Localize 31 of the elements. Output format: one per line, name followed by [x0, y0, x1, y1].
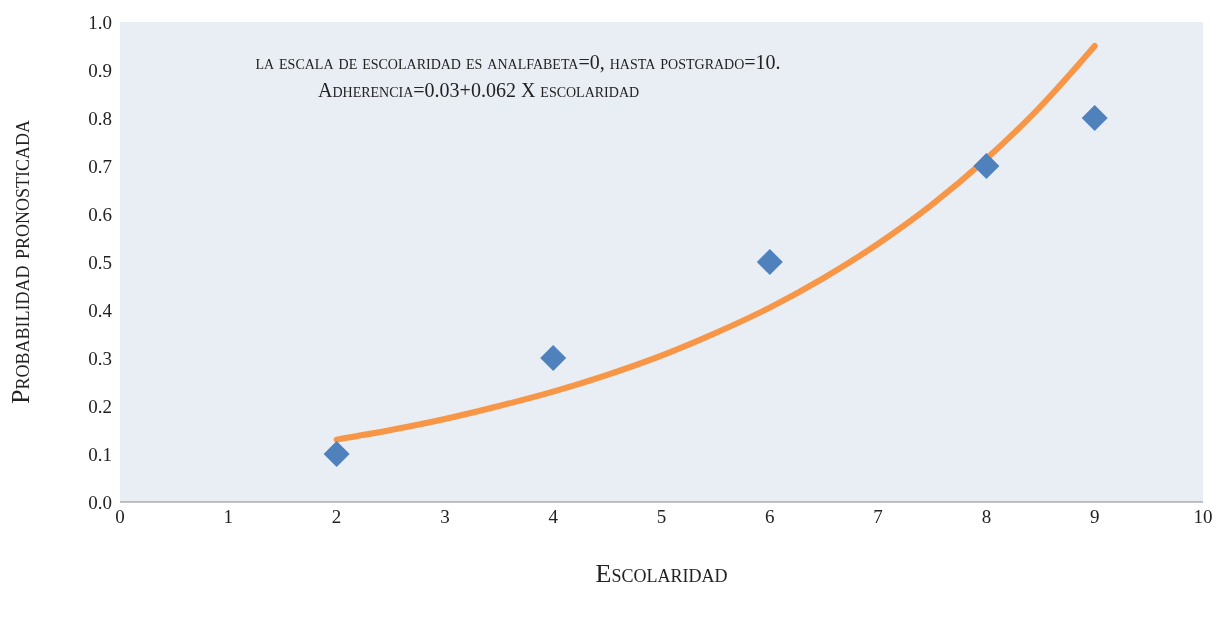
- y-tick-label: 0.8: [88, 107, 112, 129]
- point: [756, 249, 783, 275]
- y-tick-label: 0.7: [88, 155, 112, 177]
- point: [973, 153, 1000, 179]
- x-tick-label: 8: [981, 506, 992, 528]
- y-tick-label: 0.4: [88, 299, 113, 321]
- x-tick-label: 4: [548, 506, 559, 528]
- x-axis-title: Escolaridad: [595, 559, 728, 588]
- y-tick-label: 0.5: [88, 251, 112, 273]
- y-tick-label: 0.2: [88, 395, 112, 417]
- point: [1081, 105, 1108, 131]
- x-tick-label: 1: [223, 506, 234, 528]
- annotation: Adherencia=0.03+0.062 X escolaridad: [317, 78, 641, 103]
- annotation: la escala de escolaridad es analfabeta=0, hasta postgrado=10.: [254, 50, 782, 75]
- x-tick-label: 3: [440, 506, 450, 528]
- y-tick-label: 0.6: [88, 203, 112, 225]
- y-tick-label: 0.9: [88, 59, 112, 81]
- point: [540, 345, 567, 371]
- y-tick-label: 1.0: [88, 11, 112, 33]
- x-tick-label: 9: [1089, 506, 1100, 528]
- y-axis-title: Probabilidad pronosticada: [6, 120, 36, 404]
- x-tick-label: 5: [656, 506, 667, 528]
- x-tick-label: 10: [1193, 506, 1213, 528]
- point: [323, 441, 350, 467]
- y-tick-label: 0.1: [88, 443, 112, 465]
- y-tick-label: 0.3: [88, 347, 112, 369]
- x-tick-label: 2: [331, 506, 342, 528]
- x-tick-label: 0: [115, 506, 125, 528]
- x-tick-label: 7: [873, 506, 883, 528]
- x-tick-label: 6: [765, 506, 775, 528]
- y-tick-label: 0.0: [88, 491, 112, 513]
